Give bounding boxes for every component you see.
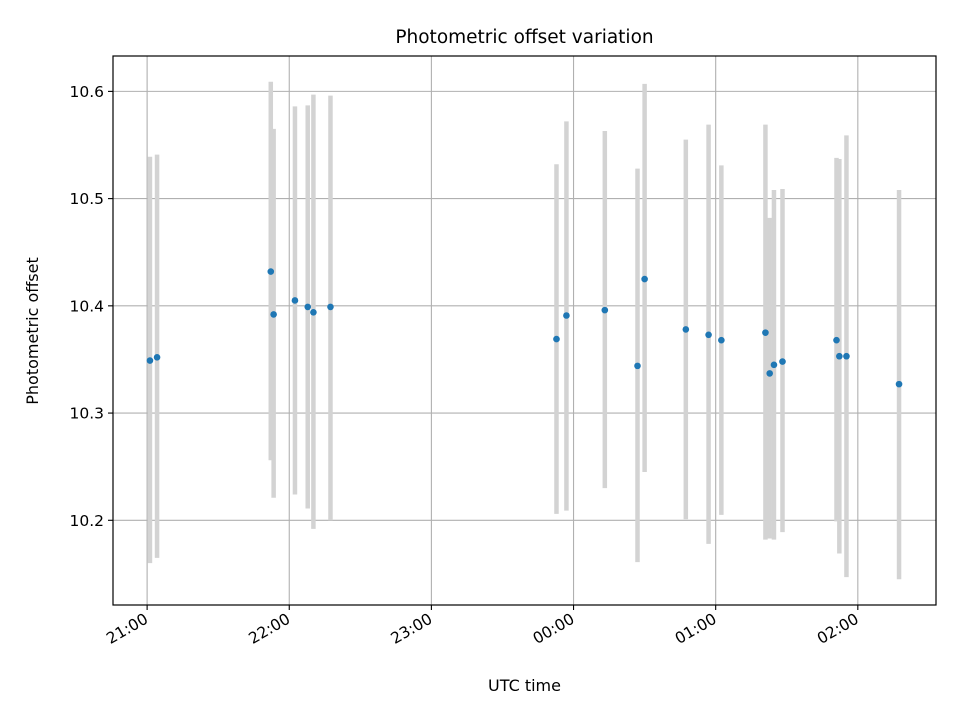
data-point: [779, 358, 786, 365]
data-point: [682, 326, 690, 333]
data-point: [146, 357, 154, 364]
y-tick-label: 10.6: [69, 83, 104, 101]
y-axis-label: Photometric offset: [23, 257, 42, 405]
data-point: [770, 361, 778, 369]
data-point: [634, 362, 641, 370]
data-point: [895, 380, 903, 388]
data-point: [833, 336, 840, 344]
data-point: [705, 331, 712, 339]
y-tick-label: 10.3: [69, 405, 104, 423]
grid-lines: [113, 56, 936, 605]
data-point: [563, 312, 570, 319]
y-tick-label: 10.2: [69, 512, 104, 530]
x-axis-label: UTC time: [488, 676, 561, 695]
data-point: [267, 268, 275, 275]
data-point: [836, 352, 843, 360]
data-point: [718, 336, 725, 344]
y-axis-ticks: 10.2 10.3 10.4 10.5 10.6: [69, 83, 113, 530]
data-point: [304, 303, 312, 311]
data-point: [553, 335, 560, 343]
data-point: [291, 297, 299, 304]
data-point: [762, 329, 769, 336]
data-point: [641, 275, 648, 283]
y-tick-label: 10.4: [69, 297, 104, 315]
data-point: [327, 303, 334, 311]
data-point: [601, 306, 609, 314]
data-point: [270, 311, 277, 318]
data-point: [766, 370, 773, 377]
chart-title: Photometric offset variation: [395, 27, 653, 48]
data-point: [843, 352, 850, 360]
data-point: [153, 354, 161, 361]
plot-frame: [112, 55, 937, 606]
y-tick-label: 10.5: [69, 190, 104, 208]
data-points: [146, 268, 903, 388]
data-point: [310, 308, 317, 316]
